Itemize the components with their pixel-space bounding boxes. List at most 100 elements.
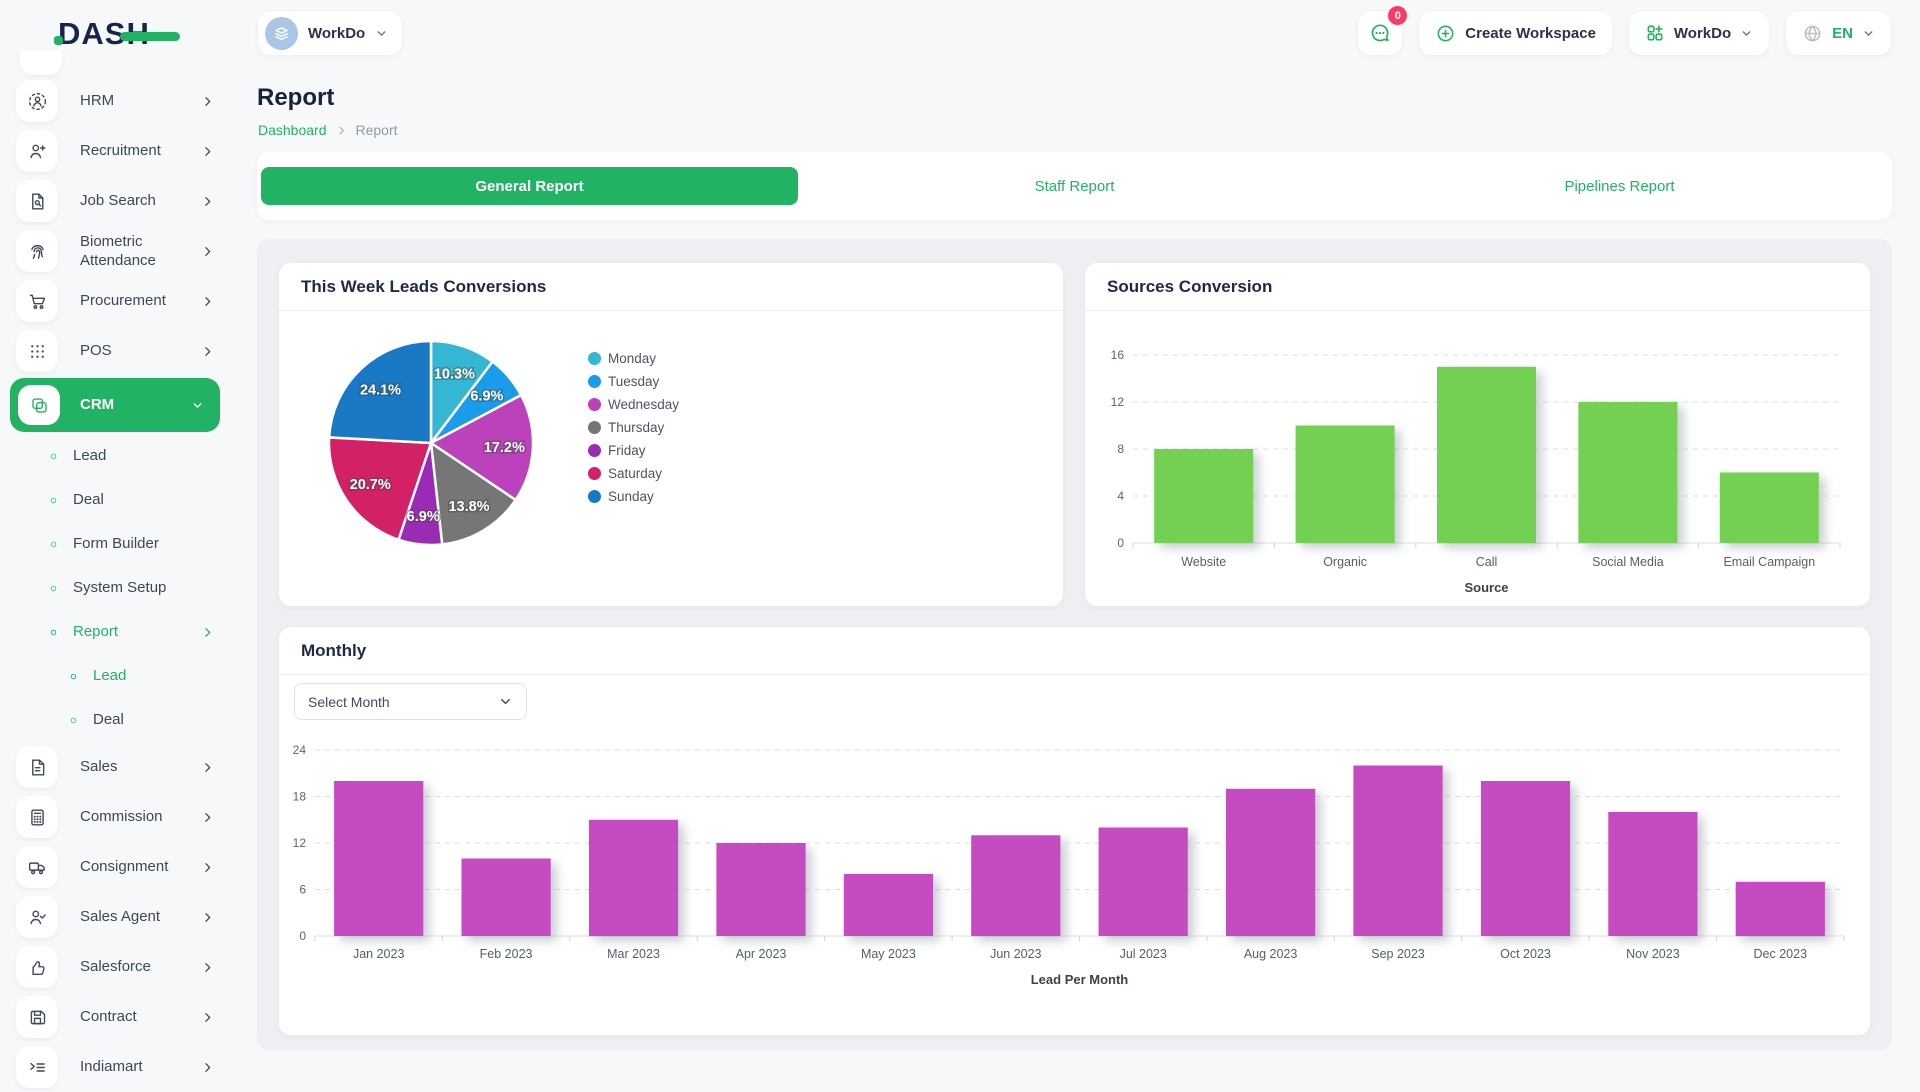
week-leads-title: This Week Leads Conversions [279, 263, 1063, 311]
page-title: Report [257, 84, 335, 111]
bar-nov-2023[interactable] [1608, 812, 1698, 936]
sidebar-item-procurement[interactable]: Procurement [16, 276, 230, 326]
bar-may-2023[interactable] [843, 874, 933, 936]
bar-aug-2023[interactable] [1226, 788, 1316, 937]
language-label: EN [1832, 24, 1853, 42]
thumbs-up-icon [16, 946, 58, 988]
workspace-switcher[interactable]: WorkDo [257, 10, 404, 56]
sidebar-subitem-lead[interactable]: Lead [16, 654, 230, 698]
pie-legend: Monday Tuesday Wednesday Thursday Friday Satu… [588, 351, 679, 571]
sidebar-item-label: Commission [80, 808, 163, 826]
legend-dot [588, 467, 601, 480]
workdo-menu-label: WorkDo [1673, 24, 1732, 42]
sidebar-subitem-report[interactable]: Report [16, 610, 230, 654]
x-tick-label: Apr 2023 [736, 947, 787, 961]
x-axis-title: Lead Per Month [1031, 972, 1129, 987]
bullet-circle-icon [48, 583, 59, 594]
pie-label: 10.3% [434, 366, 475, 382]
sidebar-item-contract[interactable]: Contract [16, 992, 230, 1042]
building-stack-icon [275, 26, 288, 40]
chevron-down-icon [193, 402, 202, 408]
chevron-right-icon [205, 862, 211, 872]
messages-badge: 0 [1388, 6, 1408, 25]
pie-slice-wednesday[interactable] [428, 393, 535, 502]
bar-mar-2023[interactable] [588, 819, 679, 937]
crm-icon [18, 385, 60, 425]
create-workspace-button[interactable]: Create Workspace [1418, 10, 1613, 56]
week-leads-pie-chart[interactable]: 10.3% 6.9% 17.2% 13.8% 6.9% 20.7% 24.1% [303, 321, 558, 571]
sidebar-item-hrm[interactable]: HRM [16, 76, 230, 126]
sidebar-subitem-deal[interactable]: Deal [16, 478, 230, 522]
tab-general-report[interactable]: General Report [257, 152, 802, 220]
bullet-circle-icon [68, 671, 79, 682]
bar-dec-2023[interactable] [1735, 881, 1825, 937]
bullet-circle-icon [48, 451, 59, 462]
sources-conversion-chart[interactable]: 0 4 8 12 16 Website Organic Call Social Media Ema… [1085, 311, 1870, 605]
sidebar-item-label: Recruitment [80, 142, 161, 160]
plus-circle-icon [1437, 25, 1454, 41]
sidebar-item-sales-agent[interactable]: Sales Agent [16, 892, 230, 942]
chevron-right-icon [205, 96, 211, 106]
monthly-leads-chart[interactable]: 0 6 12 18 24 Jan 2023 Feb 2023 Mar 2023 Apr 2023… [279, 730, 1870, 996]
sidebar-item-biometric-attendance[interactable]: Biometric Attendance [16, 226, 230, 276]
pie-slice-sunday[interactable] [327, 339, 433, 445]
breadcrumb-dashboard-link[interactable]: Dashboard [258, 122, 327, 138]
truck-icon [16, 846, 58, 888]
hrm-icon [16, 80, 58, 122]
bar-email-campaign[interactable] [1719, 472, 1819, 544]
bar-social-media[interactable] [1578, 402, 1678, 543]
tab-staff-report[interactable]: Staff Report [802, 152, 1347, 220]
bar-feb-2023[interactable] [461, 858, 551, 937]
tab-pipelines-report[interactable]: Pipelines Report [1347, 152, 1892, 220]
sidebar-item-commission[interactable]: Commission [16, 792, 230, 842]
bar-apr-2023[interactable] [716, 843, 806, 936]
language-selector[interactable]: EN [1785, 10, 1892, 56]
workspace-label: WorkDo [308, 24, 366, 42]
legend-dot [588, 421, 601, 434]
month-select[interactable]: Select Month [294, 683, 527, 720]
messages-button[interactable]: 0 [1357, 6, 1408, 56]
sidebar-item-consignment[interactable]: Consignment [16, 842, 230, 892]
bar-call[interactable] [1437, 366, 1536, 544]
sidebar-item-pos[interactable]: POS [16, 326, 230, 376]
sidebar-item-salesforce[interactable]: Salesforce [16, 942, 230, 992]
sidebar-item-job-search[interactable]: Job Search [16, 176, 230, 226]
sidebar-subitem-label: Lead [93, 667, 127, 685]
sidebar-subitem-label: System Setup [73, 579, 167, 597]
bullet-circle-icon [68, 715, 79, 726]
sidebar-item-sales[interactable]: Sales [16, 742, 230, 792]
bar-jul-2023[interactable] [1098, 827, 1188, 937]
bar-jun-2023[interactable] [971, 835, 1061, 937]
legend-label: Wednesday [608, 397, 680, 412]
chevron-right-icon [205, 296, 211, 306]
sidebar-item-crm[interactable]: CRM [10, 378, 220, 432]
pie-slice-thursday[interactable] [429, 440, 518, 546]
sidebar-item-label: CRM [80, 396, 115, 414]
sidebar-subitem-deal[interactable]: Deal [16, 698, 230, 742]
sidebar-subitem-system-setup[interactable]: System Setup [16, 566, 230, 610]
bullet-circle-icon [48, 627, 59, 638]
y-tick-label: 6 [299, 883, 306, 897]
sidebar: HRM Recruitment Job Search Biometric Attend… [0, 76, 230, 1088]
y-tick-label: 4 [1117, 489, 1124, 503]
sidebar-item-label: Procurement [80, 292, 166, 310]
sidebar-subitem-label: Deal [73, 491, 104, 509]
topbar-actions: 0 Create Workspace WorkDo EN [1357, 6, 1892, 56]
sidebar-subitem-form-builder[interactable]: Form Builder [16, 522, 230, 566]
sidebar-item-label: POS [80, 342, 112, 360]
report-tabs: General Report Staff Report Pipelines Repo… [257, 152, 1892, 220]
legend-item-monday: Monday [588, 351, 679, 366]
bar-oct-2023[interactable] [1480, 781, 1571, 936]
pie-slice-saturday[interactable] [327, 436, 433, 542]
sidebar-item-indiamart[interactable]: Indiamart [16, 1042, 230, 1092]
chevron-right-icon [205, 912, 211, 922]
workdo-menu-button[interactable]: WorkDo [1627, 10, 1771, 56]
sidebar-item-recruitment[interactable]: Recruitment [16, 126, 230, 176]
bar-organic[interactable] [1295, 425, 1395, 544]
sidebar-subitem-label: Deal [93, 711, 124, 729]
app-logo[interactable]: DASH [54, 16, 180, 52]
bar-sep-2023[interactable] [1353, 765, 1443, 937]
bar-jan-2023[interactable] [334, 781, 424, 936]
bar-website[interactable] [1154, 449, 1254, 543]
sidebar-subitem-lead[interactable]: Lead [16, 434, 230, 478]
